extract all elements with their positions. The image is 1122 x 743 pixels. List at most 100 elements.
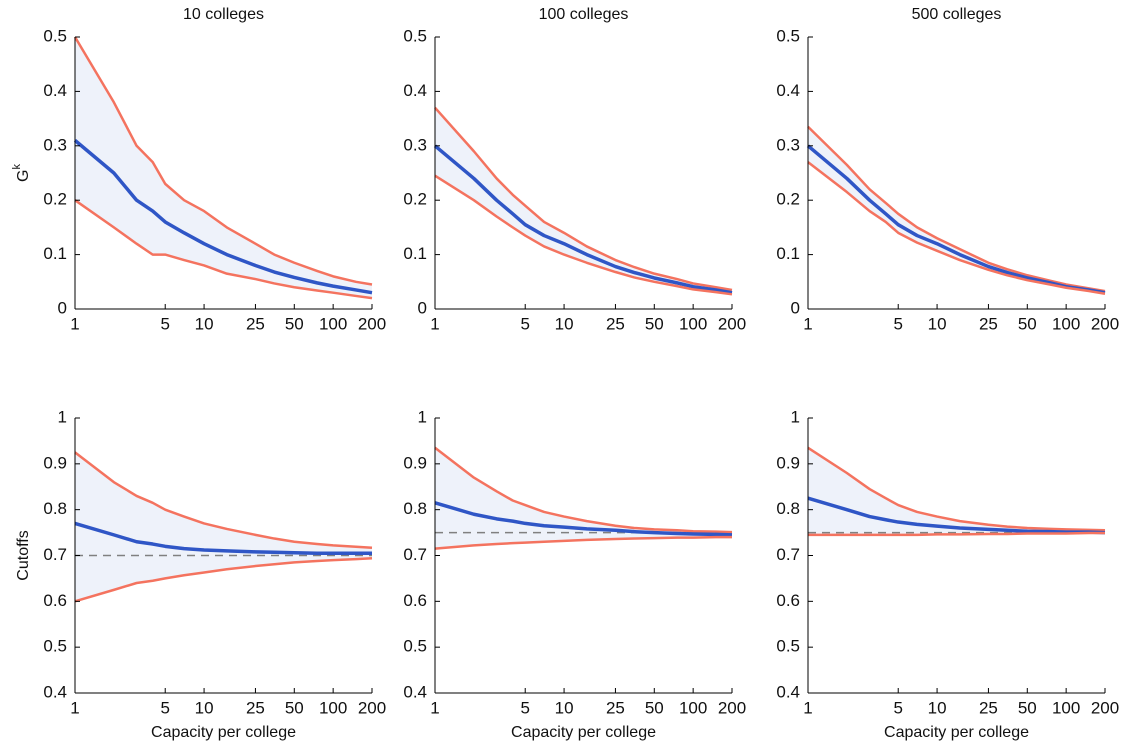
y-tick-label: 0.5	[43, 26, 67, 45]
series-line	[73, 139, 373, 295]
x-tick-label: 5	[160, 698, 169, 717]
series-line	[74, 557, 373, 603]
x-tick-label: 5	[160, 314, 169, 333]
x-tick-label: 100	[319, 698, 347, 717]
x-tick-label: 25	[979, 314, 998, 333]
y-tick-label: 0.2	[403, 190, 427, 209]
x-axis-label: Capacity per college	[884, 724, 1029, 741]
series-line	[73, 36, 373, 286]
x-tick-label: 50	[645, 314, 664, 333]
y-tick-label: 0	[58, 298, 67, 317]
y-tick-label: 0.2	[43, 190, 67, 209]
y-tick-label: 0.9	[776, 453, 800, 472]
y-tick-label: 0.3	[776, 135, 800, 154]
x-tick-label: 10	[555, 314, 574, 333]
y-tick-label: 0.4	[776, 682, 800, 701]
y-tick-label: 0	[791, 298, 800, 317]
x-tick-label: 25	[606, 698, 625, 717]
panel-title: 100 colleges	[539, 6, 629, 23]
series-line	[433, 144, 733, 295]
y-tick-label: 0.4	[403, 81, 427, 100]
x-tick-label: 1	[430, 698, 439, 717]
y-tick-label: 0.5	[403, 637, 427, 656]
x-tick-label: 1	[803, 698, 812, 717]
x-tick-label: 100	[679, 698, 707, 717]
band	[75, 452, 372, 602]
panel-title: 500 colleges	[912, 6, 1002, 23]
y-tick-label: 0.3	[403, 135, 427, 154]
band	[435, 447, 732, 549]
y-tick-label: 0.6	[43, 591, 67, 610]
series-line	[807, 446, 1106, 532]
x-tick-label: 50	[285, 698, 304, 717]
x-tick-label: 25	[246, 698, 265, 717]
x-tick-label: 50	[1018, 314, 1037, 333]
x-tick-label: 200	[1091, 314, 1119, 333]
x-tick-label: 1	[803, 314, 812, 333]
series-line	[808, 531, 1105, 537]
y-tick-label: 0.5	[43, 637, 67, 656]
x-tick-label: 10	[928, 698, 947, 717]
series-line	[434, 106, 733, 292]
series-line	[807, 496, 1106, 535]
x-tick-label: 100	[1052, 314, 1080, 333]
series-line	[434, 446, 733, 534]
y-tick-label: 0.4	[43, 682, 67, 701]
y-tick-label: 0.7	[43, 545, 67, 564]
y-tick-label: 0.4	[403, 682, 427, 701]
band	[75, 37, 372, 299]
x-tick-label: 100	[679, 314, 707, 333]
y-axis-label-base: Cutoffs	[15, 530, 32, 580]
series-line	[434, 535, 732, 550]
y-tick-label: 1	[58, 407, 67, 426]
y-tick-label: 0.1	[43, 244, 67, 263]
series-line	[434, 501, 733, 537]
band	[435, 107, 732, 295]
y-tick-label: 0.5	[776, 637, 800, 656]
x-tick-label: 10	[195, 698, 214, 717]
y-tick-label: 0.4	[776, 81, 800, 100]
x-tick-label: 200	[358, 698, 386, 717]
y-tick-label: 0.4	[43, 81, 67, 100]
x-tick-label: 100	[319, 314, 347, 333]
y-tick-label: 0.5	[403, 26, 427, 45]
x-tick-label: 1	[70, 314, 79, 333]
y-axis-label-base: G	[15, 170, 32, 182]
x-tick-label: 1	[430, 314, 439, 333]
x-tick-label: 25	[979, 698, 998, 717]
y-tick-label: 0.7	[776, 545, 800, 564]
series-line	[74, 521, 372, 555]
y-tick-label: 0.9	[403, 453, 427, 472]
y-tick-label: 0.8	[776, 499, 800, 518]
y-tick-label: 0.1	[776, 244, 800, 263]
y-tick-label: 0	[418, 298, 427, 317]
series-line	[74, 199, 373, 300]
series-line	[807, 161, 1106, 296]
x-tick-label: 5	[520, 314, 529, 333]
y-tick-label: 1	[791, 407, 800, 426]
x-tick-label: 200	[718, 314, 746, 333]
y-tick-label: 0.7	[403, 545, 427, 564]
y-tick-label: 0.9	[43, 453, 67, 472]
x-axis-label: Capacity per college	[511, 724, 656, 741]
x-tick-label: 5	[893, 698, 902, 717]
x-tick-label: 10	[928, 314, 947, 333]
x-tick-label: 200	[718, 698, 746, 717]
series-line	[434, 174, 733, 296]
series-line	[806, 144, 1106, 295]
x-tick-label: 200	[1091, 698, 1119, 717]
x-axis-label: Capacity per college	[151, 724, 296, 741]
x-tick-label: 50	[1018, 698, 1037, 717]
x-tick-label: 100	[1052, 698, 1080, 717]
y-axis-label: Cutoffs	[15, 530, 32, 580]
y-tick-label: 0.8	[43, 499, 67, 518]
x-tick-label: 5	[893, 314, 902, 333]
series-line	[74, 451, 373, 549]
x-tick-label: 25	[606, 314, 625, 333]
x-tick-label: 10	[195, 314, 214, 333]
y-tick-label: 0.6	[403, 591, 427, 610]
y-tick-label: 0.6	[776, 591, 800, 610]
panel-title: 10 colleges	[183, 6, 264, 23]
x-tick-label: 1	[70, 698, 79, 717]
